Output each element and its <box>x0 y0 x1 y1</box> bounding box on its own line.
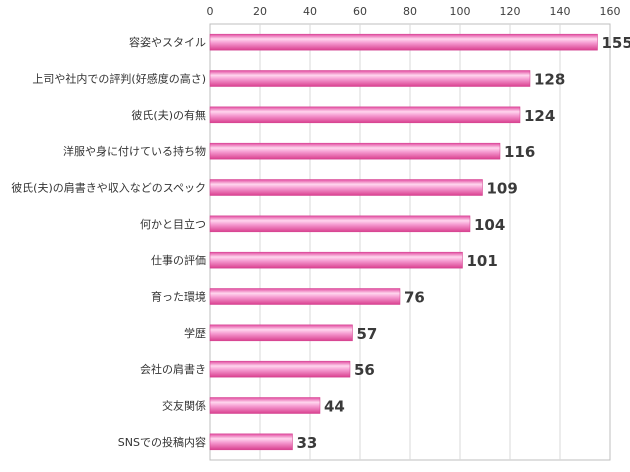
grid-lines <box>259 24 561 460</box>
category-label: 洋服や身に付けている持ち物 <box>63 144 206 158</box>
category-label: 学歴 <box>184 326 206 340</box>
category-label: SNSでの投稿内容 <box>118 435 206 449</box>
value-label: 109 <box>487 180 518 198</box>
value-label: 104 <box>474 216 505 234</box>
value-label: 124 <box>524 107 555 125</box>
x-tick-label: 80 <box>403 5 417 18</box>
value-label: 76 <box>404 289 425 307</box>
value-label: 155 <box>602 34 630 52</box>
bars <box>209 33 598 451</box>
bar <box>209 215 471 233</box>
value-label: 116 <box>504 143 535 161</box>
x-tick-label: 140 <box>550 5 571 18</box>
bar <box>209 288 401 305</box>
value-label: 33 <box>297 434 318 452</box>
bar <box>209 324 353 342</box>
value-label: 128 <box>534 71 565 89</box>
bar <box>209 433 293 451</box>
x-tick-label: 120 <box>500 5 521 18</box>
x-tick-label: 100 <box>450 5 471 18</box>
category-label: 交友関係 <box>162 399 206 413</box>
bar <box>209 360 351 378</box>
x-tick-label: 160 <box>600 5 621 18</box>
bar <box>209 106 521 124</box>
value-label: 44 <box>324 398 345 416</box>
bar <box>209 142 501 160</box>
x-tick-label: 60 <box>353 5 367 18</box>
category-label: 何かと目立つ <box>140 217 206 231</box>
bar <box>209 70 531 87</box>
bar <box>209 179 483 196</box>
bar <box>209 33 598 51</box>
category-label: 育った環境 <box>151 290 206 304</box>
value-label: 56 <box>354 361 375 379</box>
x-tick-label: 40 <box>303 5 317 18</box>
category-label: 仕事の評価 <box>151 253 206 267</box>
value-label: 101 <box>467 252 498 270</box>
bar <box>209 251 463 269</box>
category-label: 上司や社内での評判(好感度の高さ) <box>32 72 206 86</box>
x-tick-label: 0 <box>207 5 214 18</box>
category-label: 容姿やスタイル <box>129 35 206 49</box>
category-label: 彼氏(夫)の肩書きや収入などのスペック <box>11 181 206 195</box>
value-label: 57 <box>357 325 378 343</box>
bar <box>209 397 321 414</box>
x-axis-ticks: 0 20 40 60 80 100 120 140 160 <box>207 5 621 18</box>
category-label: 会社の肩書き <box>140 362 206 376</box>
category-label: 彼氏(夫)の有無 <box>131 108 206 122</box>
x-tick-label: 20 <box>253 5 267 18</box>
value-labels: 155 128 124 116 109 104 101 76 57 56 44 33 <box>297 34 630 452</box>
